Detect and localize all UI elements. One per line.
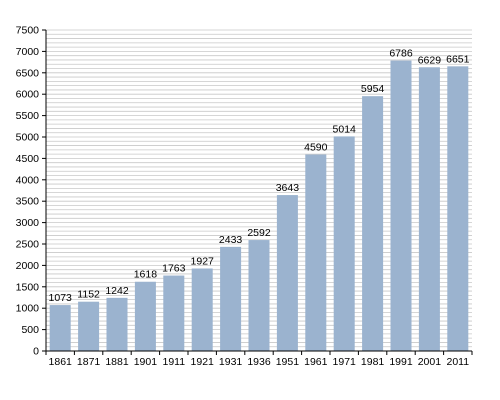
y-tick-label: 2500	[16, 239, 40, 251]
x-tick-label: 1971	[333, 356, 357, 368]
bar	[390, 60, 412, 351]
bar	[248, 240, 270, 351]
data-label: 1927	[191, 256, 215, 268]
x-tick-label: 1951	[276, 356, 300, 368]
bar	[305, 154, 327, 351]
x-tick-label: 1861	[49, 356, 73, 368]
bar	[362, 96, 384, 352]
x-tick-label: 1911	[163, 356, 186, 368]
y-tick-label: 7000	[16, 46, 40, 58]
data-label: 1152	[77, 289, 100, 301]
bars	[49, 60, 469, 352]
x-tick-label: 1991	[389, 356, 413, 368]
data-label: 1763	[162, 263, 186, 275]
y-tick-label: 6500	[16, 67, 40, 79]
bar	[163, 275, 185, 351]
y-tick-label: 1000	[16, 303, 40, 315]
data-label: 5954	[361, 83, 385, 95]
y-tick-label: 5500	[16, 110, 40, 122]
y-tick-label: 6000	[16, 89, 40, 101]
y-tick-label: 2000	[16, 260, 40, 272]
y-tick-label: 4500	[16, 153, 40, 165]
x-tick-label: 1881	[105, 356, 129, 368]
bar	[418, 67, 440, 351]
bar	[191, 268, 213, 351]
bar	[134, 281, 156, 351]
data-labels: 1073 1152 1242 1618 1763 1927 2433 2592 3643 4590…	[49, 48, 470, 305]
data-label: 5014	[333, 123, 357, 135]
data-label: 1073	[49, 292, 73, 304]
x-tick-label: 1961	[304, 356, 328, 368]
bar	[333, 136, 355, 351]
y-tick-label: 7500	[16, 25, 40, 37]
y-tick-label: 5000	[16, 132, 40, 144]
y-tick-label: 1500	[16, 281, 40, 293]
y-tick-label: 500	[21, 324, 39, 336]
x-tick-label: 1936	[247, 356, 271, 368]
bar	[276, 195, 298, 351]
y-tick-label: 4000	[16, 174, 40, 186]
data-label: 1242	[105, 285, 129, 297]
data-label: 2433	[219, 234, 243, 246]
x-tick-label: 2011	[447, 356, 470, 368]
bar	[106, 297, 128, 351]
x-tick-label: 1981	[361, 356, 385, 368]
x-tick-label: 2001	[418, 356, 442, 368]
x-tick-label: 1931	[219, 356, 243, 368]
data-label: 6651	[446, 53, 470, 65]
bar	[447, 66, 469, 352]
data-label: 3643	[276, 182, 300, 194]
data-label: 6786	[389, 48, 413, 60]
y-tick-label: 3500	[16, 196, 40, 208]
x-tick-label: 1901	[134, 356, 158, 368]
data-label: 2592	[247, 227, 271, 239]
y-tick-label: 0	[33, 346, 39, 358]
bar	[78, 301, 100, 351]
bar	[49, 305, 71, 351]
x-tick-label: 1871	[77, 356, 101, 368]
x-tick-label: 1921	[191, 356, 215, 368]
y-axis-ticks: 0 500 1000 1500 2000 2500 3000 3500 4000 4500 5000…	[16, 25, 46, 358]
data-label: 6629	[418, 54, 442, 66]
y-tick-label: 3000	[16, 217, 40, 229]
data-label: 4590	[304, 142, 328, 154]
x-axis-ticks: 1861 1871 1881 1901 1911 1921 1931 1936 1951 1961…	[45, 351, 473, 368]
data-label: 1618	[134, 269, 158, 281]
bar	[220, 246, 242, 351]
